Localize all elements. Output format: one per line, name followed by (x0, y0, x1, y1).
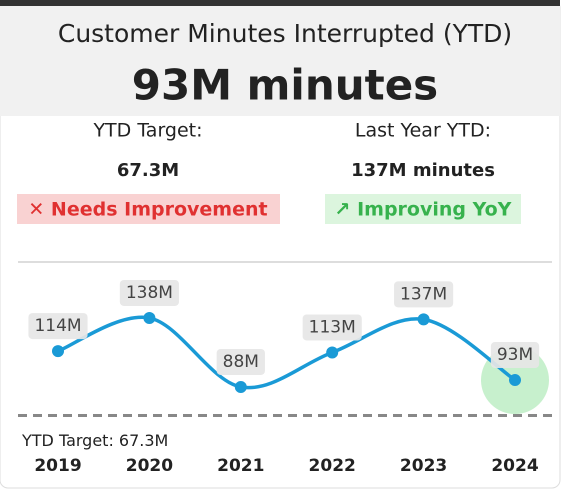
x-tick-label: 2021 (217, 456, 264, 476)
data-label: 93M (497, 345, 533, 365)
header-bg (0, 6, 560, 116)
kpi-label: YTD Target: (92, 120, 202, 142)
point (234, 380, 247, 393)
kpi-value: 67.3M (117, 160, 179, 181)
target-label: YTD Target: 67.3M (21, 431, 168, 450)
status-badge: ✕ Needs Improvement (28, 199, 267, 221)
point (417, 313, 430, 326)
x-tick-label: 2020 (126, 456, 173, 476)
point (143, 311, 156, 324)
badge-bg (17, 194, 280, 224)
x-tick-label: 2019 (34, 456, 81, 476)
label-bg (119, 279, 179, 306)
data-label: 113M (309, 317, 356, 337)
kpi-label: Last Year YTD: (355, 120, 491, 142)
label-bg (28, 313, 88, 340)
title: Customer Minutes Interrupted (YTD) (58, 19, 512, 48)
x-tick-label: 2024 (491, 456, 538, 476)
status-badge: ↗ Improving YoY (335, 199, 512, 221)
label-bg (490, 342, 540, 369)
kpi-value: 137M minutes (351, 160, 495, 181)
label-bg (216, 348, 265, 375)
badge-bg (325, 194, 521, 224)
x-tick-label: 2023 (400, 456, 447, 476)
data-label: 137M (400, 284, 447, 304)
line (57, 315, 516, 390)
point (509, 374, 521, 387)
data-label: 114M (34, 316, 81, 336)
data-label: 88M (223, 352, 259, 372)
label-bg (394, 281, 454, 308)
top-border (0, 0, 560, 6)
point (326, 346, 339, 359)
label-bg (302, 314, 362, 341)
x-tick-label: 2022 (309, 456, 356, 476)
point (52, 345, 64, 358)
main-value: 93M minutes (132, 61, 438, 110)
data-label: 138M (126, 283, 173, 303)
